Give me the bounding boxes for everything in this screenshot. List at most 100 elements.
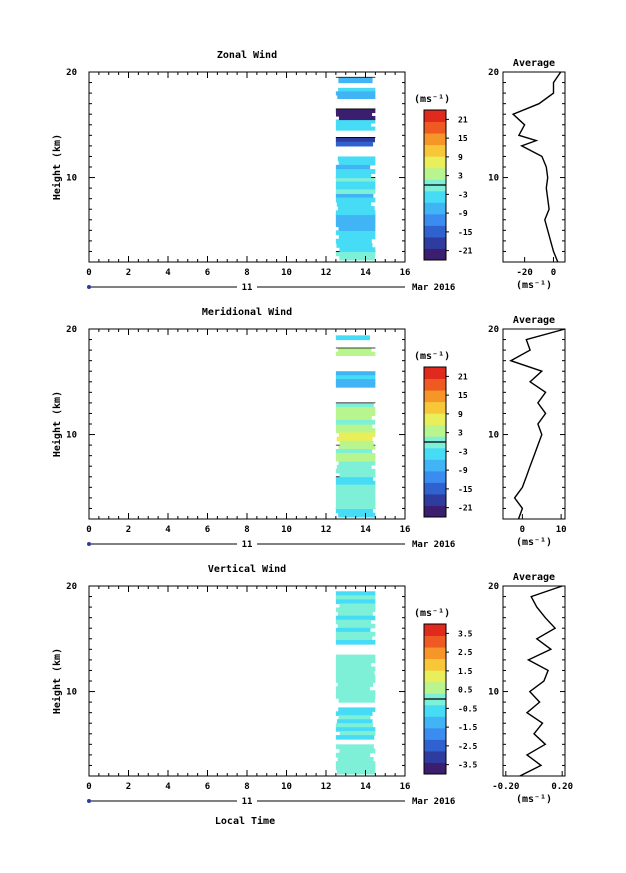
heatmap-cell [337, 206, 375, 211]
colorbar-segment [424, 167, 446, 180]
y-axis-label: Height (km) [51, 391, 63, 457]
profile-x-tick-label: 0 [551, 268, 556, 278]
colorbar-tick-label: 21 [458, 372, 468, 381]
heatmap-cell [335, 662, 372, 668]
heatmap-cell [335, 631, 376, 637]
colorbar-tick-label: 1.5 [458, 667, 473, 676]
heatmap-cell [335, 666, 376, 672]
colorbar-segment [424, 144, 446, 157]
y-tick-label: 10 [66, 174, 77, 184]
colorbar-segment [424, 133, 446, 146]
heatmap-cell [335, 222, 376, 227]
heatmap-cell [335, 141, 374, 147]
heatmap-cell [335, 169, 376, 174]
day-label: 11 [242, 797, 253, 807]
profile-y-tick-label: 20 [488, 68, 499, 78]
colorbar-tick-label: 21 [458, 115, 468, 124]
profile-y-tick-label: 10 [488, 431, 499, 441]
y-axis-label: Height (km) [51, 134, 63, 200]
heatmap-cell [335, 123, 372, 128]
colorbar-segment [424, 156, 446, 169]
heatmap-cell [335, 599, 376, 605]
heatmap-cell [335, 484, 376, 490]
heatmap-cell [335, 126, 376, 131]
heatmap-cell [335, 218, 376, 224]
heatmap-cell [335, 686, 370, 691]
colorbar-segment [424, 505, 446, 518]
heatmap-cell [336, 719, 373, 724]
colorbar-segment [424, 413, 446, 426]
day-label: 11 [242, 540, 253, 550]
heatmap-cell [337, 623, 376, 629]
x-tick-label: 2 [126, 525, 131, 535]
heatmap-cell [335, 379, 376, 384]
profile-line [509, 328, 566, 520]
colorbar-segment [424, 635, 446, 648]
heatmap-cell [338, 707, 376, 712]
heatmap-cell [335, 428, 376, 434]
heatmap-cell [335, 508, 374, 514]
heatmap-cell [338, 77, 373, 84]
heatmap-cell [335, 251, 376, 257]
panel-title: Vertical Wind [208, 563, 286, 575]
x-tick-label: 8 [244, 268, 249, 278]
colorbar-tick-label: 3 [458, 429, 463, 438]
colorbar-segment [424, 681, 446, 694]
x-tick-label: 12 [321, 268, 332, 278]
colorbar-unit-label: (ms⁻¹) [414, 608, 450, 619]
colorbar-tick-label: 9 [458, 153, 463, 162]
x-tick-label: 16 [400, 268, 411, 278]
colorbar-tick-label: -21 [458, 504, 473, 513]
heatmap-cell [335, 383, 376, 388]
heatmap-cell [336, 769, 376, 775]
colorbar-segment [424, 762, 446, 775]
heatmap-cell [335, 185, 376, 191]
heatmap-cell [335, 449, 373, 454]
y-tick-label: 10 [66, 688, 77, 698]
heatmap-cell [336, 436, 373, 442]
colorbar-tick-label: 2.5 [458, 648, 473, 657]
heatmap-cell [336, 201, 371, 207]
y-tick-label: 10 [66, 431, 77, 441]
heatmap-cell [335, 419, 376, 425]
heatmap-cell [335, 91, 376, 96]
y-tick-label: 20 [66, 582, 77, 592]
colorbar-segment [424, 248, 446, 261]
x-tick-label: 0 [86, 525, 91, 535]
colorbar-segment [424, 390, 446, 403]
heatmap-cell [335, 164, 371, 170]
heatmap-cell [335, 108, 376, 114]
panel-2: Vertical Wind Height (km) 20 10 0 2 4 6 8 10 12 14 1… [51, 563, 573, 807]
heatmap-cell [336, 243, 373, 248]
colorbar-tick-label: -3.5 [458, 761, 477, 770]
heatmap-cell [339, 472, 376, 478]
colorbar-tick-label: -15 [458, 485, 473, 494]
heatmap-cell [335, 711, 373, 716]
x-tick-label: 12 [321, 525, 332, 535]
x-tick-label: 10 [281, 268, 292, 278]
x-tick-label: 6 [205, 268, 210, 278]
colorbar-segment [424, 739, 446, 752]
heatmap-cell [335, 335, 370, 341]
heatmap-cell [336, 464, 372, 470]
heatmap-cell [335, 591, 376, 596]
heatmap-cell [335, 351, 376, 356]
heatmap-cell [337, 156, 376, 162]
colorbar-segment [424, 401, 446, 414]
heatmap-cell [335, 480, 376, 486]
colorbar-tick-label: -1.5 [458, 723, 477, 732]
colorbar-segment [424, 213, 446, 226]
x-tick-label: 14 [360, 525, 371, 535]
colorbar-segment [424, 121, 446, 134]
colorbar-tick-label: -21 [458, 247, 473, 256]
colorbar-segment [424, 658, 446, 671]
heatmap-cell [335, 658, 376, 664]
colorbar-tick-label: -3 [458, 447, 468, 456]
heatmap-cell [335, 615, 376, 621]
heatmap-cell [335, 765, 376, 771]
colorbar-tick-label: 0.5 [458, 686, 473, 695]
heatmap-cell [337, 611, 373, 617]
heatmap-cell [335, 415, 372, 421]
heatmap-cell [336, 424, 373, 429]
profile-y-tick-label: 20 [488, 582, 499, 592]
